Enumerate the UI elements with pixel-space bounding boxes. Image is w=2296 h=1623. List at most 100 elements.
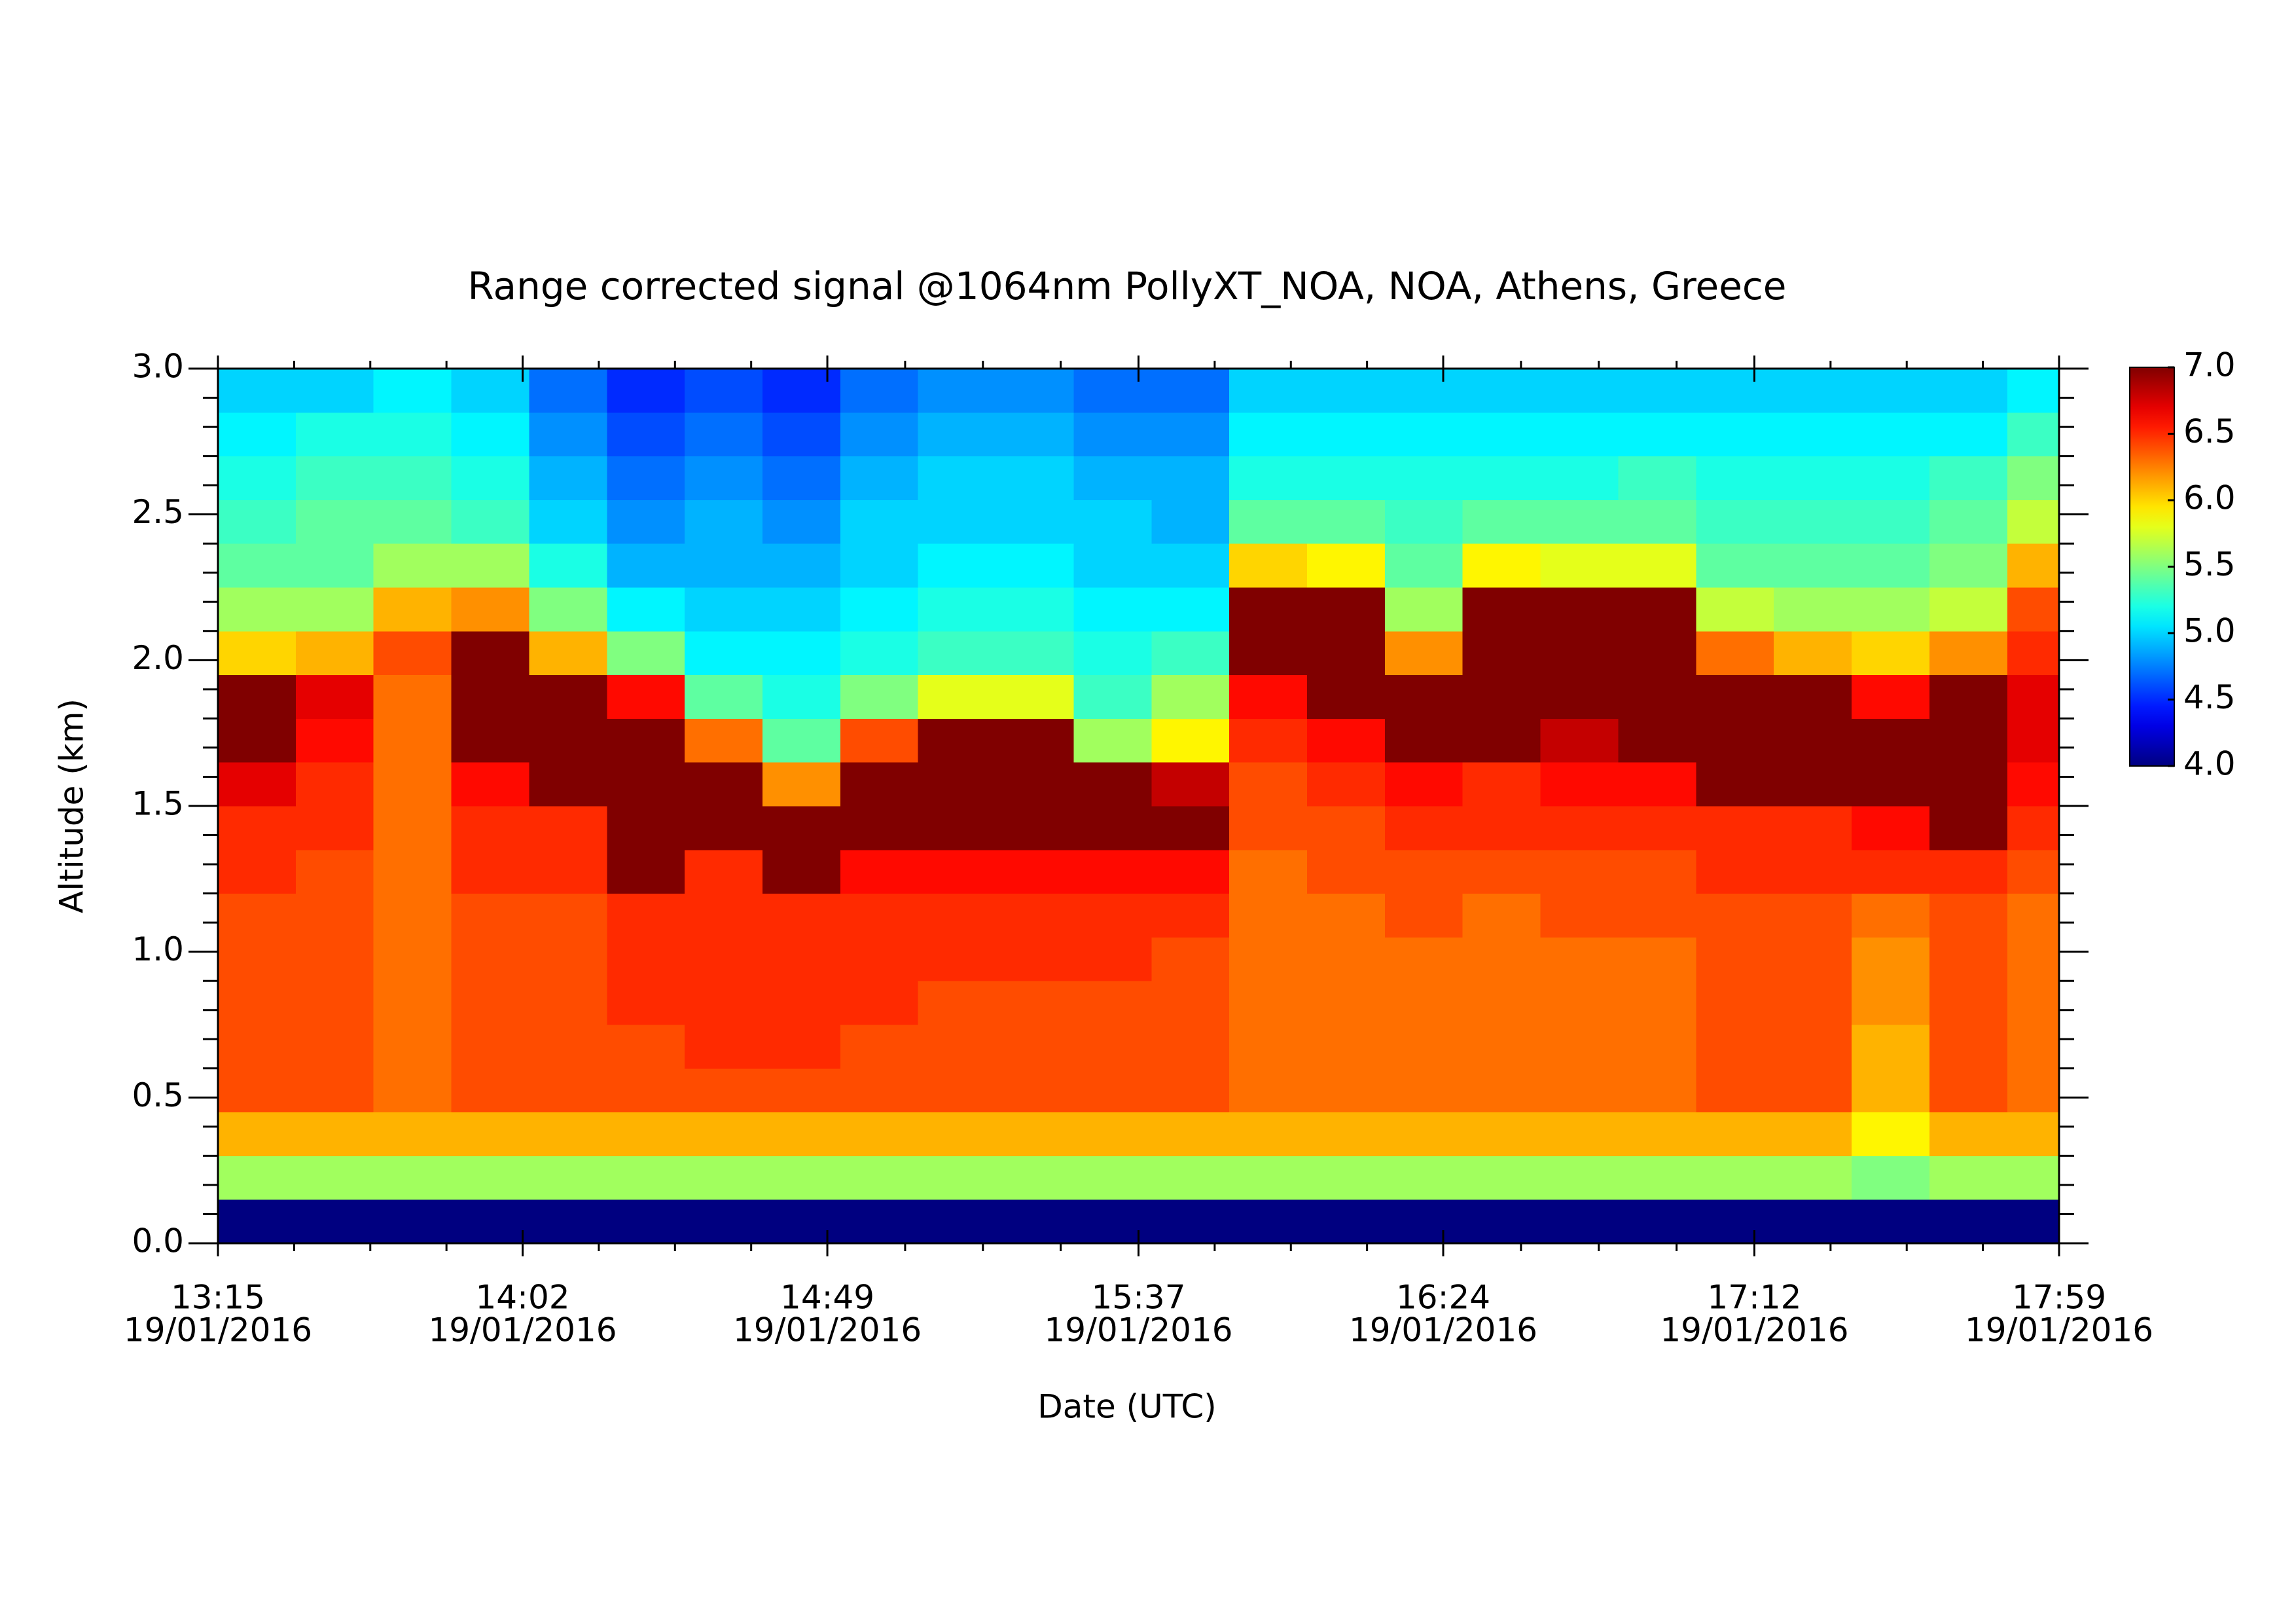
cell	[1852, 587, 1930, 632]
cell	[1852, 1156, 1930, 1200]
cell	[1929, 1199, 2008, 1244]
cell	[607, 1112, 685, 1156]
cell	[373, 1156, 452, 1200]
cell	[1151, 369, 1230, 413]
cell	[996, 630, 1074, 676]
cell	[1229, 893, 1308, 938]
cell	[762, 1112, 841, 1156]
cell	[2007, 937, 2060, 981]
cell	[295, 369, 374, 413]
cell	[1696, 981, 1774, 1025]
cell	[918, 456, 997, 500]
cell	[1073, 1025, 1152, 1069]
cell	[840, 1199, 919, 1244]
cell	[685, 630, 763, 676]
cell	[1540, 456, 1619, 500]
x-tick-label: 15:37	[1091, 1279, 1185, 1317]
cell	[1151, 806, 1230, 850]
cell	[1462, 937, 1541, 981]
cell	[762, 500, 841, 544]
cell	[1618, 500, 1696, 544]
cell	[1618, 456, 1696, 500]
cell	[840, 1156, 919, 1200]
cell	[1307, 369, 1386, 413]
cell	[1307, 806, 1386, 850]
cell	[451, 630, 529, 676]
cell	[218, 1068, 296, 1113]
cell	[996, 806, 1074, 850]
cell	[1307, 1068, 1386, 1113]
cell	[373, 849, 452, 894]
cell	[1229, 587, 1308, 632]
cell	[295, 1025, 374, 1069]
cell	[451, 981, 529, 1025]
cell	[607, 937, 685, 981]
x-tick-label: 17:12	[1707, 1279, 1801, 1317]
cell	[451, 412, 529, 457]
cell	[1384, 762, 1463, 807]
cell	[1229, 674, 1308, 719]
x-tick-label: 13:15	[171, 1279, 265, 1317]
cell	[373, 674, 452, 719]
cell	[1462, 587, 1541, 632]
cell	[1151, 762, 1230, 807]
cell	[1774, 674, 1852, 719]
cell	[1696, 456, 1774, 500]
cell	[1540, 630, 1619, 676]
cell	[1307, 849, 1386, 894]
cell	[1229, 1068, 1308, 1113]
cell	[1852, 1112, 1930, 1156]
cell	[295, 1156, 374, 1200]
cell	[529, 849, 607, 894]
cell	[1929, 1112, 2008, 1156]
cell	[918, 1112, 997, 1156]
y-tick-label: 2.5	[132, 493, 184, 531]
cell	[1384, 500, 1463, 544]
cell	[1384, 630, 1463, 676]
cell	[918, 369, 997, 413]
cell	[1774, 630, 1852, 676]
x-tick-label: 17:59	[2012, 1279, 2106, 1317]
cell	[1696, 1025, 1774, 1069]
cell	[918, 937, 997, 981]
cell	[373, 456, 452, 500]
cell	[2007, 1199, 2060, 1244]
cell	[685, 674, 763, 719]
x-tick-label: 16:24	[1396, 1279, 1490, 1317]
x-tick-label: 19/01/2016	[1349, 1311, 1537, 1349]
cell	[840, 893, 919, 938]
cell	[218, 849, 296, 894]
cell	[685, 587, 763, 632]
cell	[373, 718, 452, 763]
cell	[1852, 1025, 1930, 1069]
cell	[1151, 1068, 1230, 1113]
cell	[607, 893, 685, 938]
cell	[1229, 806, 1308, 850]
cell	[218, 412, 296, 457]
cell	[1073, 587, 1152, 632]
cell	[373, 500, 452, 544]
cell	[1229, 718, 1308, 763]
cell	[529, 500, 607, 544]
cell	[996, 849, 1074, 894]
cell	[762, 369, 841, 413]
cell	[2007, 893, 2060, 938]
cell	[529, 1199, 607, 1244]
cell	[762, 630, 841, 676]
cell	[373, 1025, 452, 1069]
cell	[762, 1068, 841, 1113]
cell	[529, 543, 607, 588]
cell	[685, 849, 763, 894]
cell	[373, 1068, 452, 1113]
cell	[1307, 1156, 1386, 1200]
cell	[218, 1025, 296, 1069]
cell	[840, 849, 919, 894]
cell	[451, 1025, 529, 1069]
cell	[1384, 1112, 1463, 1156]
cell	[1774, 1199, 1852, 1244]
cell	[1384, 456, 1463, 500]
cell	[1151, 1156, 1230, 1200]
cell	[1696, 1199, 1774, 1244]
cell	[373, 1112, 452, 1156]
cell	[1696, 369, 1774, 413]
